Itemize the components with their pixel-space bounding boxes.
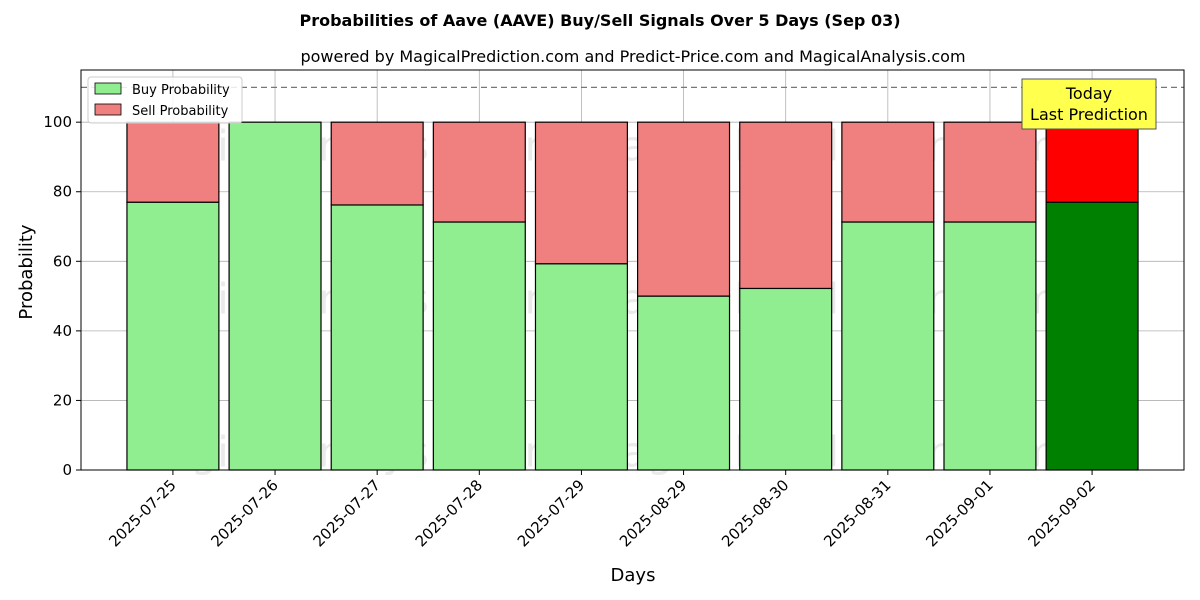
legend: Buy Probability Sell Probability xyxy=(87,76,243,124)
legend-box xyxy=(87,76,243,124)
y-tick-label: 20 xyxy=(53,391,72,409)
bar-sell-2025-07-29 xyxy=(534,121,628,265)
today-annotation-box xyxy=(1021,78,1157,130)
x-tick-label: 2025-09-02 xyxy=(1025,476,1099,550)
y-tick-label: 40 xyxy=(53,322,72,340)
plot-frame xyxy=(80,69,1185,471)
x-tick-label: 2025-07-29 xyxy=(514,476,588,550)
y-axis-ticks: 0 20 40 60 80 100 xyxy=(43,113,81,479)
today-annotation-line1: Today xyxy=(1065,84,1112,103)
x-tick-label: 2025-08-29 xyxy=(616,476,690,550)
today-annotation-line2: Last Prediction xyxy=(1030,105,1148,124)
bar-buy-2025-09-01 xyxy=(943,221,1037,471)
bar-sell-2025-07-25 xyxy=(126,121,220,203)
today-annotation: Today Last Prediction xyxy=(1021,78,1157,130)
chart-subtitle: powered by MagicalPrediction.com and Pre… xyxy=(300,47,965,66)
y-tick-label: 80 xyxy=(53,183,72,201)
bar-buy-2025-07-28 xyxy=(432,221,526,471)
legend-label-sell: Sell Probability xyxy=(132,104,229,119)
bar-buy-2025-08-31 xyxy=(841,221,935,471)
bar-sell-2025-09-01 xyxy=(943,121,1037,223)
x-tick-label: 2025-08-31 xyxy=(820,476,894,550)
bar-buy-2025-09-02 xyxy=(1045,201,1139,471)
bar-sell-2025-07-28 xyxy=(432,121,526,223)
y-axis-label: Probability xyxy=(16,224,37,319)
x-axis-label: Days xyxy=(611,565,656,586)
legend-label-buy: Buy Probability xyxy=(132,83,230,98)
x-tick-label: 2025-07-27 xyxy=(310,476,384,550)
y-tick-label: 100 xyxy=(43,113,72,131)
bar-buy-2025-07-26 xyxy=(228,121,322,471)
bar-sell-2025-08-29 xyxy=(637,121,731,297)
chart-title: Probabilities of Aave (AAVE) Buy/Sell Si… xyxy=(299,11,900,30)
x-tick-label: 2025-09-01 xyxy=(922,476,996,550)
y-tick-label: 0 xyxy=(62,461,72,479)
legend-swatch-sell xyxy=(94,103,122,116)
bar-sell-2025-08-30 xyxy=(739,121,833,290)
bar-sell-2025-07-27 xyxy=(330,121,424,206)
bar-sell-2025-09-02 xyxy=(1045,121,1139,203)
y-tick-label: 60 xyxy=(53,252,72,270)
bar-buy-2025-07-25 xyxy=(126,201,220,471)
x-tick-label: 2025-07-25 xyxy=(105,476,179,550)
x-tick-label: 2025-08-30 xyxy=(718,476,792,550)
bars xyxy=(126,121,1139,471)
bar-buy-2025-07-29 xyxy=(534,263,628,471)
bar-buy-2025-07-27 xyxy=(330,204,424,471)
x-axis-ticks: 2025-07-25 2025-07-26 2025-07-27 2025-07-28… xyxy=(105,470,1099,550)
x-tick-label: 2025-07-28 xyxy=(412,476,486,550)
bar-buy-2025-08-30 xyxy=(739,287,833,471)
bar-buy-2025-08-29 xyxy=(637,295,731,471)
legend-swatch-buy xyxy=(94,82,122,95)
x-tick-label: 2025-07-26 xyxy=(207,476,281,550)
bar-sell-2025-08-31 xyxy=(841,121,935,223)
